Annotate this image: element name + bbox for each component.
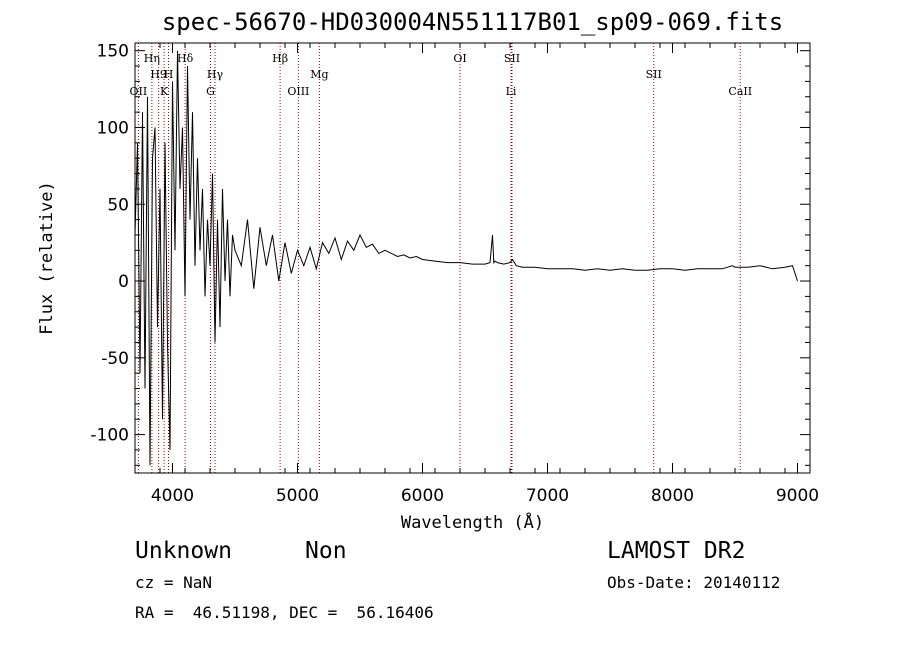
y-tick-label: 150 [97, 42, 129, 62]
spectral-subclass: Non [305, 538, 347, 564]
x-tick-label: 4000 [151, 486, 194, 506]
line-label: CaII [728, 85, 752, 98]
survey-name: LAMOST DR2 [607, 538, 746, 564]
y-tick-label: -100 [90, 426, 129, 446]
line-label: K [160, 85, 169, 98]
x-tick-label: 6000 [401, 486, 444, 506]
tick-labels: 4000 5000 6000 7000 8000 9000 -100 -50 0 50 100 150 [90, 42, 819, 506]
plot-frame [134, 42, 811, 474]
line-label: Hγ [207, 68, 224, 81]
x-tick-label: 5000 [276, 486, 319, 506]
y-axis-label: Flux (relative) [37, 181, 57, 335]
line-label: SII [504, 52, 520, 65]
spectral-class: Unknown [135, 538, 232, 564]
spectrum-series [134, 50, 798, 466]
y-tick-label: 50 [107, 195, 129, 215]
x-tick-label: 8000 [651, 486, 694, 506]
line-label: OIII [287, 85, 309, 98]
redshift-cz: cz = NaN [135, 573, 213, 592]
line-label: Mg [310, 68, 328, 81]
line-label: Hδ [177, 52, 194, 65]
coordinates: RA = 46.51198, DEC = 56.16406 [135, 603, 434, 622]
x-tick-label: 9000 [776, 486, 819, 506]
line-label: H9 [150, 68, 167, 81]
line-label: G [206, 85, 215, 98]
line-label: SII [646, 68, 662, 81]
line-label: Li [506, 85, 517, 98]
line-label: Hβ [272, 52, 288, 65]
line-label: H [164, 68, 174, 81]
y-tick-label: -50 [101, 349, 129, 369]
x-axis-label: Wavelength (Å) [401, 511, 544, 533]
y-tick-label: 0 [118, 272, 129, 292]
observation-date: Obs-Date: 20140112 [607, 573, 781, 592]
spectrum-line [134, 50, 798, 466]
line-label: OII [130, 85, 148, 98]
line-label: Hη [144, 52, 160, 65]
y-tick-label: 100 [97, 118, 129, 138]
chart-title: spec-56670-HD030004N551117B01_sp09-069.f… [161, 8, 784, 36]
line-label: OI [453, 52, 466, 65]
x-tick-label: 7000 [526, 486, 569, 506]
axis-ticks [134, 43, 811, 473]
